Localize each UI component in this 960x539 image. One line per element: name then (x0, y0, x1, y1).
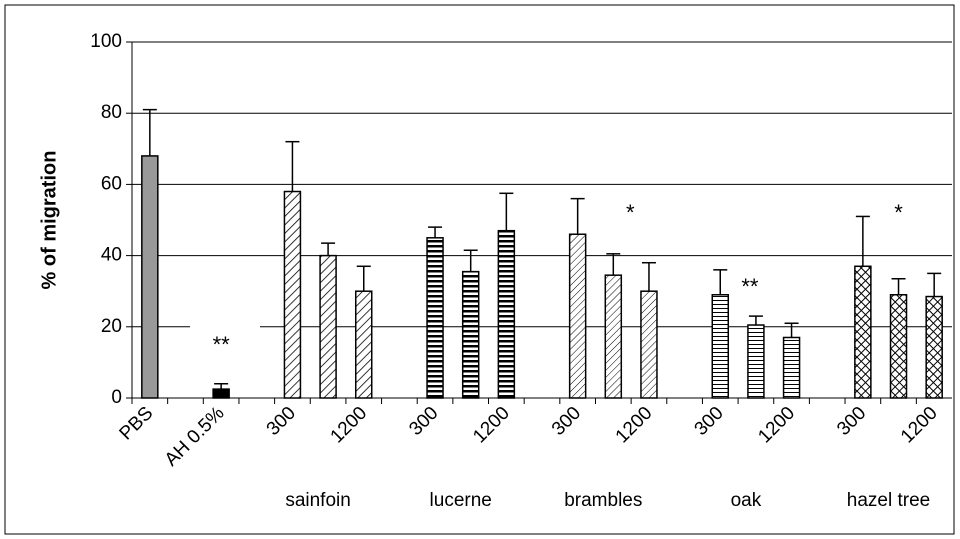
annotation: ** (741, 274, 759, 299)
y-tick-label: 60 (101, 173, 122, 194)
bar (461, 270, 480, 399)
frame (4, 4, 955, 535)
group-label: hazel tree (847, 490, 930, 511)
group-label: oak (731, 490, 762, 511)
bar (604, 274, 623, 399)
bar (568, 233, 587, 399)
bar (925, 295, 943, 399)
annotation: * (894, 200, 903, 225)
bar (854, 265, 872, 399)
bar (747, 324, 765, 399)
y-tick-label: 0 (111, 387, 122, 408)
group-label: sainfoin (285, 490, 351, 511)
bar (426, 237, 444, 399)
y-axis-label: % of migration (38, 151, 60, 290)
group-label: lucerne (430, 490, 492, 511)
bar (640, 290, 658, 399)
bar (782, 336, 801, 399)
bar (354, 290, 373, 399)
bar (141, 155, 159, 399)
bar (497, 229, 516, 399)
group-label: brambles (564, 490, 642, 511)
y-tick-label: 40 (101, 245, 122, 266)
bar (283, 190, 302, 399)
annotation: * (626, 200, 635, 225)
y-tick-label: 20 (101, 316, 122, 337)
annotation-bg (190, 318, 260, 338)
annotation: ** (213, 332, 231, 357)
y-tick-label: 80 (101, 102, 122, 123)
bar (889, 294, 908, 399)
bar (711, 294, 730, 399)
bar (319, 254, 337, 399)
y-tick-label: 100 (90, 31, 122, 52)
bar (212, 388, 230, 399)
